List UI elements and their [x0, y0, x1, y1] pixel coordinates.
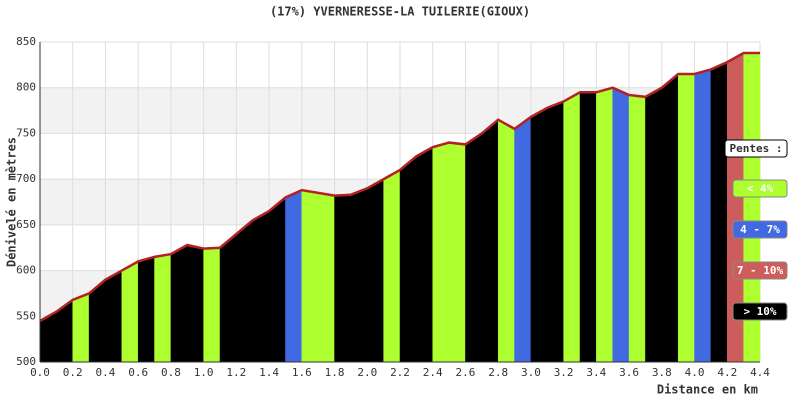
slope-segment: [219, 233, 237, 363]
slope-segment: [121, 261, 139, 363]
legend-swatch: [732, 261, 788, 280]
y-tick-label: 500: [16, 355, 36, 368]
slope-segment: [497, 119, 515, 363]
slope-segment: [694, 69, 712, 363]
slope-segment: [72, 293, 90, 363]
x-tick-label: 2.6: [456, 366, 476, 379]
chart-title: (17%) YVERNERESSE-LA TUILERIE(GIOUX): [270, 5, 530, 19]
slope-segment: [448, 142, 466, 363]
legend-swatch: [732, 179, 788, 198]
legend-label: 7 - 10%: [737, 264, 784, 277]
slope-segment: [645, 87, 663, 363]
x-tick-label: 1.0: [194, 366, 214, 379]
y-axis-label: Dénivelé en mètres: [5, 137, 19, 267]
x-tick-label: 4.4: [750, 366, 770, 379]
y-tick-label: 800: [16, 81, 36, 94]
slope-segment: [334, 194, 352, 363]
x-tick-label: 1.2: [226, 366, 246, 379]
legend-label: > 10%: [743, 305, 776, 318]
x-tick-label: 3.6: [619, 366, 639, 379]
y-tick-label: 700: [16, 172, 36, 185]
x-tick-label: 4.2: [717, 366, 737, 379]
slope-segment: [416, 146, 433, 363]
x-tick-label: 4.0: [685, 366, 705, 379]
x-tick-label: 2.4: [423, 366, 443, 379]
slope-segment: [383, 169, 401, 363]
legend-label: 4 - 7%: [740, 223, 780, 236]
slope-segment: [317, 192, 335, 363]
slope-segment: [105, 270, 123, 363]
slope-segment: [170, 244, 188, 363]
x-tick-label: 3.4: [586, 366, 606, 379]
x-tick-label: 3.0: [521, 366, 541, 379]
slope-segment: [236, 219, 253, 363]
slope-segment: [350, 187, 368, 363]
legend-label: < 4%: [747, 182, 774, 195]
slope-segment: [612, 87, 630, 363]
x-tick-label: 0.8: [161, 366, 181, 379]
x-tick-label: 2.2: [390, 366, 410, 379]
slope-segment: [399, 155, 417, 363]
slope-segment: [187, 244, 204, 363]
slope-segment: [301, 189, 319, 363]
x-tick-label: 0.2: [63, 366, 83, 379]
slope-segment: [465, 132, 483, 363]
x-tick-label: 3.8: [652, 366, 672, 379]
y-tick-label: 750: [16, 126, 36, 139]
x-tick-label: 3.2: [554, 366, 574, 379]
slope-segment: [710, 61, 728, 363]
y-tick-label: 850: [16, 35, 36, 48]
y-tick-label: 550: [16, 309, 36, 322]
x-tick-label: 0.4: [96, 366, 116, 379]
x-tick-label: 0.0: [30, 366, 50, 379]
legend-swatch: [732, 302, 788, 321]
slope-segment: [268, 196, 286, 363]
slope-segment: [530, 107, 548, 363]
slope-segment: [137, 256, 155, 363]
slope-segment: [481, 119, 499, 363]
slope-segment: [628, 94, 646, 363]
slope-segment: [514, 116, 532, 363]
slope-segment: [547, 101, 564, 363]
legend-title: Pentes :: [730, 142, 783, 155]
slope-segment: [252, 210, 270, 363]
slope-segment: [661, 73, 679, 363]
x-tick-label: 1.6: [292, 366, 312, 379]
x-tick-label: 1.8: [325, 366, 345, 379]
slope-segment: [285, 189, 303, 363]
x-tick-label: 2.8: [488, 366, 508, 379]
legend-swatch: [732, 220, 788, 239]
x-tick-label: 1.4: [259, 366, 279, 379]
y-tick-label: 600: [16, 264, 36, 277]
x-axis-label: Distance en km: [657, 383, 758, 397]
slope-segment: [579, 92, 597, 363]
profile-line: [39, 51, 760, 322]
y-tick-label: 650: [16, 218, 36, 231]
x-tick-label: 2.0: [357, 366, 377, 379]
x-tick-label: 0.6: [128, 366, 148, 379]
slope-segment: [367, 178, 384, 363]
slope-segment: [203, 247, 221, 363]
slope-segment: [432, 142, 450, 363]
slope-segment: [677, 73, 695, 363]
slope-segment: [596, 87, 613, 363]
slope-segment: [563, 91, 581, 363]
legend-title-box: [724, 139, 788, 158]
slope-segment: [154, 253, 172, 363]
